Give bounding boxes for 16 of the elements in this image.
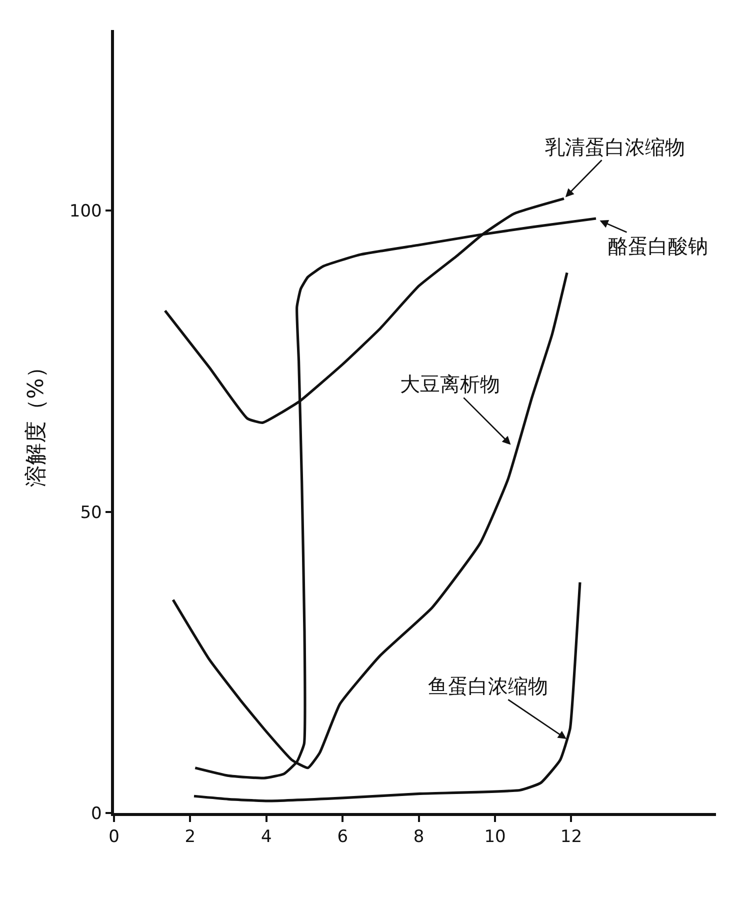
annotation: 大豆离析物	[400, 372, 500, 396]
x-tick-label: 4	[260, 827, 272, 848]
y-axis-title: 溶解度（%）	[24, 356, 50, 487]
x-tick-label: 0	[108, 827, 120, 848]
annotation: 酪蛋白酸钠	[608, 234, 708, 258]
x-tick-label: 8	[413, 827, 424, 848]
x-tick-label: 12	[560, 827, 582, 848]
y-tick-label: 50	[80, 502, 102, 523]
x-tick-label: 6	[337, 827, 348, 848]
line-series	[192, 581, 582, 802]
annotation: 乳清蛋白浓缩物	[545, 135, 685, 159]
annotation: 鱼蛋白浓缩物	[428, 674, 548, 698]
y-tick-label: 100	[69, 202, 102, 222]
y-tick-label: 0	[91, 804, 102, 824]
x-tick-label: 2	[184, 827, 196, 848]
x-tick-label: 10	[484, 827, 506, 848]
